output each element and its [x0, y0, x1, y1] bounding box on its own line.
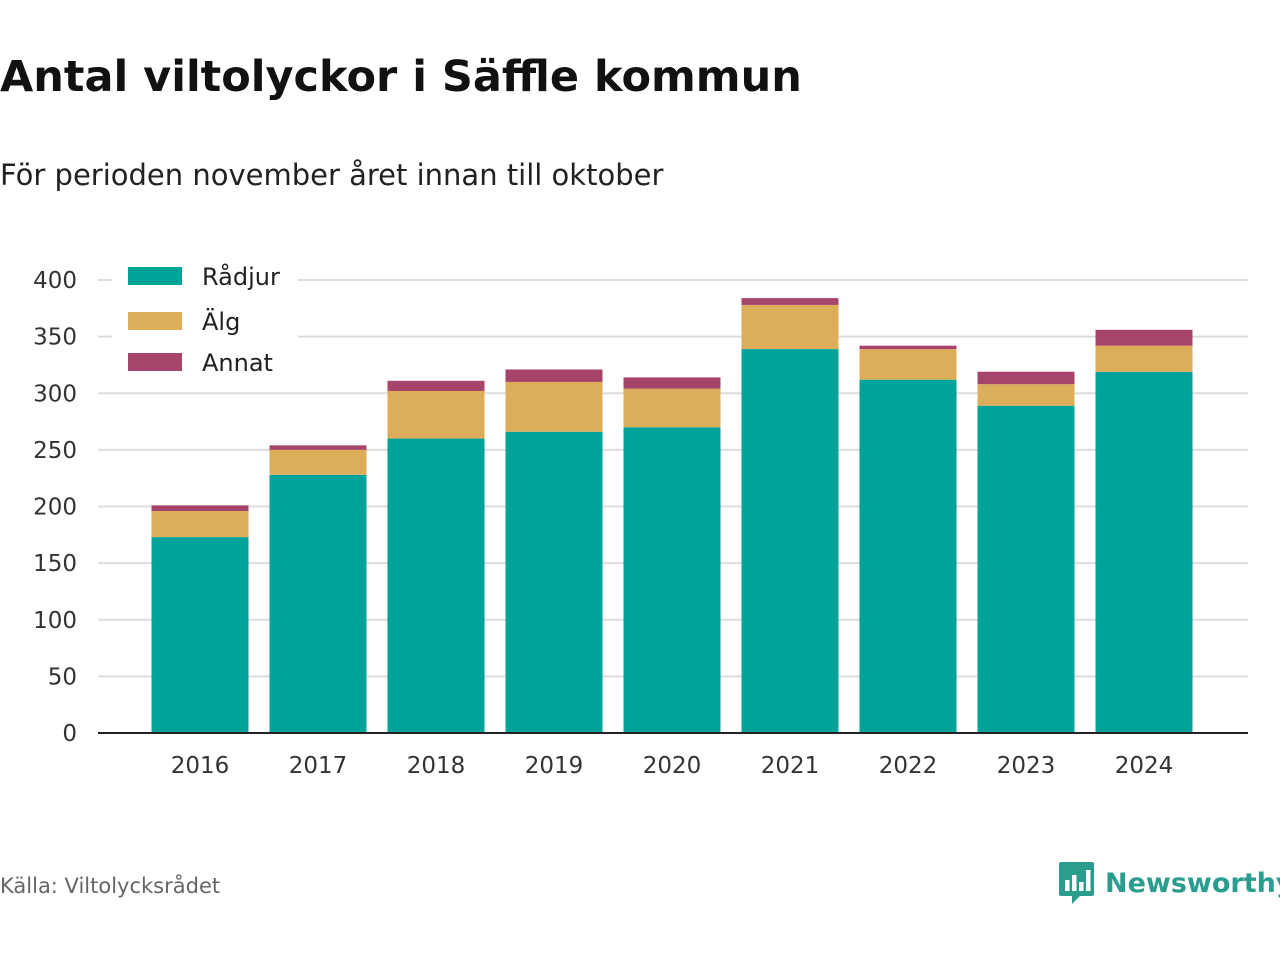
y-tick-label: 150 [33, 551, 77, 577]
bar-segment-2023-2 [977, 371, 1075, 385]
y-tick-label: 300 [33, 381, 77, 407]
bar-segment-2016-2 [151, 505, 249, 512]
bar-segment-2018-0 [387, 438, 485, 733]
bar-segment-2020-2 [623, 377, 721, 389]
bar-segment-2016-0 [151, 537, 249, 733]
bar-segment-2017-1 [269, 449, 367, 475]
chart-subtitle: För perioden november året innan till ok… [0, 158, 664, 192]
bar-segment-2019-0 [505, 431, 603, 733]
x-tick-label: 2023 [997, 753, 1056, 779]
brand-logo: Newsworthy [1058, 860, 1280, 906]
y-tick-label: 200 [33, 495, 77, 521]
bar-segment-2017-2 [269, 445, 367, 450]
bar-segment-2019-2 [505, 369, 603, 382]
y-tick-label: 250 [33, 438, 77, 464]
legend: Rådjur Älg Annat [112, 258, 298, 382]
y-tick-label: 350 [33, 325, 77, 351]
axes: 0 50 100 150 200 250 300 350 400 2016 2017 2018 2019… [33, 268, 1248, 779]
source-note: Källa: Viltolycksrådet [0, 874, 221, 898]
newsworthy-logo-icon [1059, 862, 1094, 904]
legend-swatch [128, 353, 182, 371]
x-tick-label: 2024 [1115, 753, 1174, 779]
x-tick-label: 2022 [879, 753, 938, 779]
legend-label: Rådjur [202, 262, 280, 291]
x-tick-label: 2017 [289, 753, 348, 779]
bar-segment-2016-1 [151, 511, 249, 538]
legend-swatch [128, 312, 182, 330]
bar-segment-2018-1 [387, 390, 485, 439]
x-tick-label: 2016 [171, 753, 230, 779]
x-tick-label: 2018 [407, 753, 466, 779]
legend-label: Annat [202, 349, 273, 377]
bar-segment-2023-1 [977, 384, 1075, 406]
bar-segment-2021-0 [741, 349, 839, 733]
bar-segment-2022-1 [859, 349, 957, 380]
y-tick-label: 400 [33, 268, 77, 294]
x-tick-label: 2020 [643, 753, 702, 779]
bar-segment-2020-1 [623, 388, 721, 428]
brand-name: Newsworthy [1105, 867, 1280, 899]
bar-segment-2023-0 [977, 405, 1075, 733]
bar-segment-2022-2 [859, 345, 957, 350]
bar-segment-2024-0 [1095, 371, 1193, 733]
bar-segment-2020-0 [623, 427, 721, 733]
bar-segment-2024-1 [1095, 345, 1193, 372]
chart-title: Antal viltolyckor i Säffle kommun [0, 52, 802, 102]
x-tick-label: 2019 [525, 753, 584, 779]
y-tick-label: 0 [62, 721, 77, 747]
bar-segment-2022-0 [859, 379, 957, 733]
bars [151, 298, 1193, 733]
y-tick-label: 100 [33, 608, 77, 634]
legend-label: Älg [202, 307, 240, 336]
x-tick-label: 2021 [761, 753, 820, 779]
legend-swatch [128, 267, 182, 285]
y-tick-label: 50 [48, 664, 77, 690]
stacked-bar-chart: 0 50 100 150 200 250 300 350 400 2016 2017 2018 2019… [33, 258, 1248, 779]
bar-segment-2018-2 [387, 380, 485, 391]
bar-segment-2017-0 [269, 474, 367, 733]
bar-segment-2024-2 [1095, 329, 1193, 346]
bar-segment-2019-1 [505, 381, 603, 432]
bar-segment-2021-1 [741, 304, 839, 350]
bar-segment-2021-2 [741, 298, 839, 305]
